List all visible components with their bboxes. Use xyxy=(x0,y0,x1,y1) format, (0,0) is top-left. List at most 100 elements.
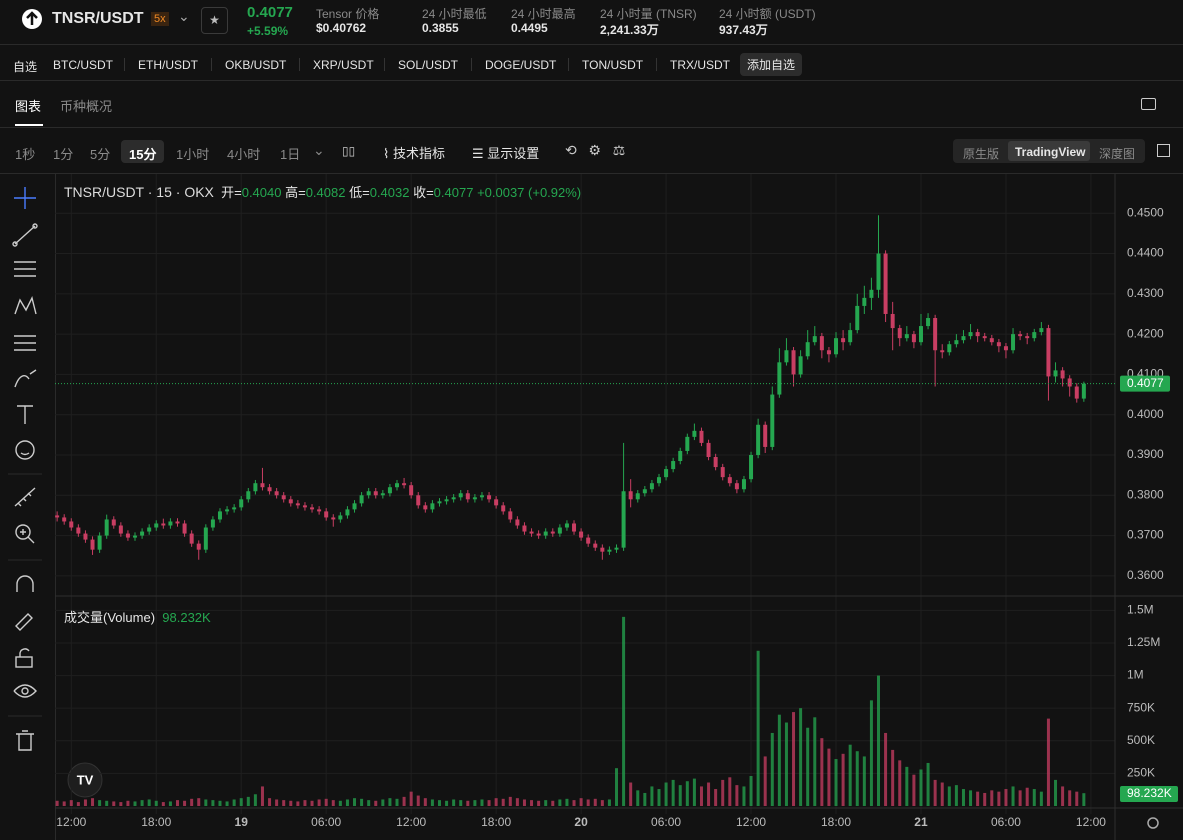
volume-bar xyxy=(615,768,619,806)
candle-body xyxy=(720,467,725,478)
favorite[interactable]: ★ xyxy=(201,7,228,34)
volume-bar xyxy=(1082,793,1086,806)
candle-body xyxy=(196,543,201,550)
volume-bar xyxy=(345,799,349,806)
candle-body xyxy=(1025,336,1030,339)
volume-bar xyxy=(600,800,604,806)
volume-bar xyxy=(430,799,434,806)
volume-bar xyxy=(494,798,498,806)
y-tick-label: 0.4400 xyxy=(1127,246,1164,260)
volume-bar xyxy=(841,753,845,806)
watch-pair[interactable]: ETH/USDT xyxy=(138,58,198,72)
y-tick-label: 0.3700 xyxy=(1127,528,1164,542)
candle-body xyxy=(918,326,923,343)
candle-body xyxy=(635,493,640,500)
watch-pair[interactable]: BTC/USDT xyxy=(53,58,113,72)
icon-buttons[interactable]: ⟲ ⚙ ⚖ xyxy=(565,142,626,158)
layout-icon[interactable] xyxy=(1141,98,1156,110)
volume-bar xyxy=(338,800,342,806)
watchlist-label[interactable]: 自选 xyxy=(13,60,38,74)
interval[interactable]: 4小时 xyxy=(227,147,261,162)
volume-bar xyxy=(657,789,661,806)
settings-icon[interactable] xyxy=(1147,817,1159,829)
volume-bar xyxy=(452,799,456,806)
interval[interactable]: 1分 xyxy=(53,147,74,162)
candle-body xyxy=(267,487,272,492)
candle-body xyxy=(168,521,173,526)
candle-body xyxy=(203,527,208,550)
add-watchlist[interactable]: 添加自选 xyxy=(740,53,803,76)
candle-body xyxy=(225,509,230,512)
candle-body xyxy=(380,493,385,496)
candle-body xyxy=(784,350,789,363)
candle-type[interactable]: ▯▯ xyxy=(342,144,356,158)
watch-pair[interactable]: TON/USDT xyxy=(582,58,644,72)
candle-body xyxy=(557,527,562,534)
volume-bar xyxy=(197,798,201,806)
candle-body xyxy=(579,531,584,538)
volume-bar xyxy=(282,800,286,806)
volume-bar xyxy=(530,800,534,806)
volume-bar xyxy=(891,749,895,806)
x-tick-label: 12:00 xyxy=(56,815,86,829)
candle-body xyxy=(416,495,421,506)
volume-bar xyxy=(976,791,980,806)
volume-bar xyxy=(707,782,711,806)
stat-value: 937.43万 xyxy=(719,23,768,37)
candle-body xyxy=(302,505,307,508)
volume-bar xyxy=(827,748,831,806)
interval-dropdown[interactable]: ⌄ xyxy=(313,142,325,158)
candle-body xyxy=(685,436,690,451)
legend-value: 0.4032 xyxy=(369,185,410,200)
pair-dropdown[interactable]: ⌄ xyxy=(178,8,190,24)
candle-body xyxy=(812,336,817,343)
candle-body xyxy=(671,461,676,470)
candle-body xyxy=(1032,332,1037,339)
interval[interactable]: 5分 xyxy=(90,147,111,162)
stat-label[interactable]: Tensor 价格 xyxy=(316,7,380,21)
interval[interactable]: 1秒 xyxy=(15,147,36,162)
volume-bar xyxy=(862,756,866,806)
interval[interactable]: 15分 xyxy=(129,147,157,162)
watch-pair[interactable]: OKB/USDT xyxy=(225,58,287,72)
watch-pair[interactable]: TRX/USDT xyxy=(670,58,730,72)
interval[interactable]: 1日 xyxy=(280,147,301,162)
volume-bar xyxy=(1039,791,1043,806)
y-tick-label: 0.4500 xyxy=(1127,205,1164,219)
indicators-label: 技术指标 xyxy=(392,146,445,161)
interval[interactable]: 1小时 xyxy=(176,147,210,162)
candle-body xyxy=(437,501,442,504)
volume-bar xyxy=(55,800,59,806)
watch-pair[interactable]: XRP/USDT xyxy=(313,58,374,72)
view[interactable]: TradingView xyxy=(1015,145,1086,159)
leverage[interactable]: 5x xyxy=(151,12,169,26)
y-tick-label: 0.4300 xyxy=(1127,286,1164,300)
volume-bar xyxy=(232,799,236,806)
view[interactable]: 深度图 xyxy=(1099,147,1136,161)
watch-pair[interactable]: DOGE/USDT xyxy=(485,58,557,72)
volume-bar xyxy=(105,800,109,806)
candle-body xyxy=(543,531,548,536)
volume-bar xyxy=(593,798,597,806)
volume-bar xyxy=(714,789,718,806)
candle-body xyxy=(692,430,697,437)
volume-bar xyxy=(119,802,123,806)
volume-bar xyxy=(480,799,484,806)
display-settings[interactable]: ☰ 显示设置 xyxy=(472,146,540,161)
tab[interactable]: 币种概况 xyxy=(60,99,113,114)
candle-body xyxy=(954,340,959,345)
volume-bar xyxy=(855,751,859,806)
volume-bar xyxy=(990,790,994,806)
view[interactable]: 原生版 xyxy=(963,147,1000,161)
tab[interactable]: 图表 xyxy=(15,99,42,114)
candle-body xyxy=(55,515,60,518)
candle-body xyxy=(97,535,102,550)
watch-pair[interactable]: SOL/USDT xyxy=(398,58,459,72)
candle-body xyxy=(232,507,237,510)
x-tick-label: 21 xyxy=(914,815,928,829)
drawing-toolbar[interactable] xyxy=(12,187,38,751)
candle-body xyxy=(982,336,987,339)
indicators[interactable]: ⌇ 技术指标 xyxy=(383,146,445,161)
stat-value: $0.40762 xyxy=(316,21,367,35)
fullscreen[interactable] xyxy=(1157,144,1170,157)
